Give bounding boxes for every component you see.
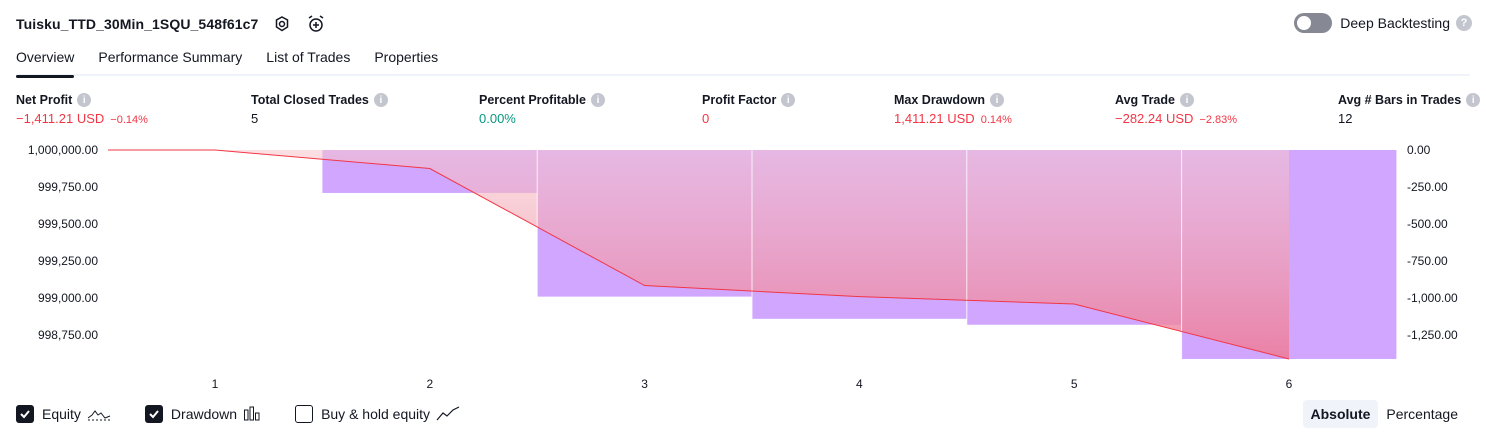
deep-backtesting-toggle[interactable] xyxy=(1294,13,1333,33)
y-left-tick-label: 999,500.00 xyxy=(38,217,98,231)
equity-drawdown-chart[interactable]: 1,000,000.00 999,750.00 999,500.00 999,250.… xyxy=(0,140,1486,400)
y-left-tick-label: 999,000.00 xyxy=(38,291,98,305)
metric-value: −282.24 USD xyxy=(1115,111,1194,126)
x-tick-label: 3 xyxy=(641,377,648,391)
metric-net-profit: Net Profit i −1,411.21 USD −0.14% xyxy=(16,93,148,126)
metric-label: Percent Profitable xyxy=(479,93,586,107)
metric-percent: −2.83% xyxy=(1199,114,1238,126)
deep-backtesting-label: Deep Backtesting xyxy=(1340,15,1450,31)
strategy-title: Tuisku_TTD_30Min_1SQU_548f61c7 xyxy=(16,16,259,32)
metric-value: 1,411.21 USD xyxy=(894,111,975,126)
equity-checkbox[interactable] xyxy=(16,405,34,423)
strategy-header: Tuisku_TTD_30Min_1SQU_548f61c7 xyxy=(16,12,326,36)
tab-properties[interactable]: Properties xyxy=(374,49,439,65)
buy-hold-line-icon xyxy=(436,406,460,422)
legend-label: Drawdown xyxy=(170,406,238,422)
metric-percent: 0.14% xyxy=(980,114,1012,126)
help-icon[interactable]: ? xyxy=(1456,15,1472,31)
x-tick-label: 4 xyxy=(856,377,863,391)
buy-hold-checkbox[interactable] xyxy=(295,405,314,423)
metric-value: 5 xyxy=(251,111,259,126)
scale-mode-switch: Absolute Percentage xyxy=(1302,400,1467,428)
metric-value: −1,411.21 USD xyxy=(16,111,105,126)
chart-legend: Equity Drawdown Buy & hold equity xyxy=(16,403,494,425)
tab-performance-summary[interactable]: Performance Summary xyxy=(98,49,243,65)
metric-label: Total Closed Trades xyxy=(251,93,369,107)
x-tick-label: 5 xyxy=(1071,377,1078,391)
y-left-tick-label: 998,750.00 xyxy=(38,328,98,342)
drawdown-bars-icon xyxy=(243,406,261,422)
metric-label: Net Profit xyxy=(16,93,73,107)
gear-icon[interactable] xyxy=(272,14,292,34)
metric-label: Avg Trade xyxy=(1115,93,1175,107)
metric-percent: −0.14% xyxy=(110,114,148,126)
metric-value: 12 xyxy=(1338,111,1353,126)
alarm-clock-plus-icon[interactable] xyxy=(306,14,326,34)
percentage-button[interactable]: Percentage xyxy=(1386,406,1458,422)
info-icon[interactable]: i xyxy=(77,93,92,107)
deep-backtesting: Deep Backtesting ? xyxy=(1294,13,1472,33)
metric-percent-profitable: Percent Profitable i 0.00% xyxy=(479,93,605,126)
metric-label: Max Drawdown xyxy=(894,93,985,107)
metric-avg-bars: Avg # Bars in Trades i 12 xyxy=(1338,93,1481,126)
metric-avg-trade: Avg Trade i −282.24 USD −2.83% xyxy=(1115,93,1237,126)
equity-area xyxy=(108,150,1289,359)
metric-label: Profit Factor xyxy=(702,93,777,107)
metrics-row: Net Profit i −1,411.21 USD −0.14% Total Cl… xyxy=(0,93,1486,133)
equity-line xyxy=(108,149,1290,360)
x-tick-label: 2 xyxy=(426,377,433,391)
info-icon[interactable]: i xyxy=(990,93,1004,107)
y-left-tick-label: 999,750.00 xyxy=(38,180,98,194)
metric-profit-factor: Profit Factor i 0 xyxy=(702,93,796,126)
legend-label: Equity xyxy=(42,406,81,422)
info-icon[interactable]: i xyxy=(781,93,796,107)
legend-drawdown[interactable]: Drawdown xyxy=(144,405,261,423)
info-icon[interactable]: i xyxy=(1466,93,1481,107)
tab-list-of-trades[interactable]: List of Trades xyxy=(266,49,351,65)
y-right-tick-label: -750.00 xyxy=(1407,254,1448,268)
y-left-tick-label: 999,250.00 xyxy=(38,254,98,268)
y-right-tick-label: -250.00 xyxy=(1407,180,1448,194)
legend-equity[interactable]: Equity xyxy=(16,405,111,423)
y-right-tick-label: -1,000.00 xyxy=(1407,291,1458,305)
metric-value: 0 xyxy=(702,111,710,126)
y-right-tick-label: -500.00 xyxy=(1407,217,1448,231)
info-icon[interactable]: i xyxy=(590,93,605,107)
y-left-tick-label: 1,000,000.00 xyxy=(28,143,98,157)
legend-label: Buy & hold equity xyxy=(321,406,431,422)
absolute-button[interactable]: Absolute xyxy=(1302,400,1379,428)
metric-label: Avg # Bars in Trades xyxy=(1338,93,1462,107)
equity-line-icon xyxy=(87,406,111,422)
tab-overview[interactable]: Overview xyxy=(16,46,75,78)
drawdown-checkbox[interactable] xyxy=(144,405,163,423)
metric-total-closed-trades: Total Closed Trades i 5 xyxy=(251,93,388,126)
x-tick-label: 6 xyxy=(1286,377,1293,391)
info-icon[interactable]: i xyxy=(373,93,388,107)
metric-max-drawdown: Max Drawdown i 1,411.21 USD 0.14% xyxy=(894,93,1012,126)
info-icon[interactable]: i xyxy=(1179,93,1194,107)
y-right-tick-label: 0.00 xyxy=(1407,143,1431,157)
legend-buy-hold[interactable]: Buy & hold equity xyxy=(295,405,460,423)
tab-bar: Overview Performance Summary List of Tra… xyxy=(16,46,1470,78)
y-right-tick-label: -1,250.00 xyxy=(1407,328,1458,342)
metric-value: 0.00% xyxy=(479,111,516,126)
x-tick-label: 1 xyxy=(212,377,219,391)
